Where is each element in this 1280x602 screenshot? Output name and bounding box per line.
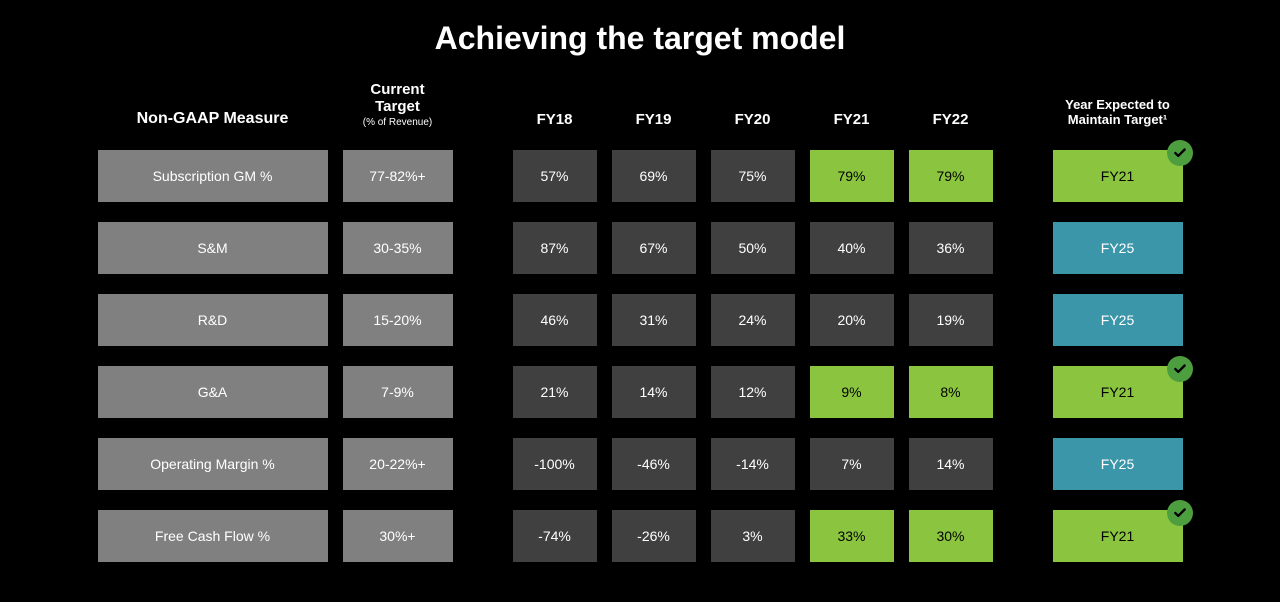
data-cell: 40% (810, 222, 894, 274)
slide-container: Achieving the target model Non-GAAP Meas… (0, 0, 1280, 572)
spacer (468, 82, 498, 130)
year-expected-cell: FY21 (1053, 366, 1183, 418)
data-cell: -26% (612, 510, 696, 562)
data-cell: 75% (711, 150, 795, 202)
data-cell: 20% (810, 294, 894, 346)
year-expected-cell: FY25 (1053, 222, 1183, 274)
data-cell: 8% (909, 366, 993, 418)
spacer (468, 366, 498, 418)
spacer (468, 438, 498, 490)
spacer (1008, 222, 1038, 274)
spacer (1008, 150, 1038, 202)
spacer (468, 150, 498, 202)
spacer (1008, 438, 1038, 490)
check-icon (1167, 140, 1193, 166)
header-fy21: FY21 (810, 82, 894, 130)
measure-cell: Free Cash Flow % (98, 510, 328, 562)
spacer (1008, 294, 1038, 346)
spacer (1008, 82, 1038, 130)
header-current-target: CurrentTarget(% of Revenue) (343, 82, 453, 130)
data-cell: 31% (612, 294, 696, 346)
data-cell: 9% (810, 366, 894, 418)
data-cell: 67% (612, 222, 696, 274)
year-expected-cell: FY21 (1053, 150, 1183, 202)
data-cell: 14% (612, 366, 696, 418)
spacer (468, 294, 498, 346)
header-fy20: FY20 (711, 82, 795, 130)
data-cell: 79% (909, 150, 993, 202)
target-cell: 15-20% (343, 294, 453, 346)
data-cell: 24% (711, 294, 795, 346)
year-expected-cell: FY25 (1053, 294, 1183, 346)
data-cell: 79% (810, 150, 894, 202)
check-icon (1167, 500, 1193, 526)
target-cell: 77-82%+ (343, 150, 453, 202)
data-cell: 57% (513, 150, 597, 202)
data-cell: -100% (513, 438, 597, 490)
target-model-table: Non-GAAP Measure CurrentTarget(% of Reven… (50, 82, 1230, 562)
slide-title: Achieving the target model (50, 20, 1230, 57)
data-cell: 33% (810, 510, 894, 562)
spacer (1008, 366, 1038, 418)
header-fy18: FY18 (513, 82, 597, 130)
header-fy22: FY22 (909, 82, 993, 130)
data-cell: 7% (810, 438, 894, 490)
header-measure: Non-GAAP Measure (98, 82, 328, 130)
data-cell: 21% (513, 366, 597, 418)
spacer (468, 222, 498, 274)
target-cell: 30-35% (343, 222, 453, 274)
data-cell: 30% (909, 510, 993, 562)
target-cell: 30%+ (343, 510, 453, 562)
data-cell: 50% (711, 222, 795, 274)
target-cell: 7-9% (343, 366, 453, 418)
target-cell: 20-22%+ (343, 438, 453, 490)
check-icon (1167, 356, 1193, 382)
data-cell: -46% (612, 438, 696, 490)
measure-cell: G&A (98, 366, 328, 418)
data-cell: 36% (909, 222, 993, 274)
spacer (1008, 510, 1038, 562)
data-cell: 46% (513, 294, 597, 346)
header-fy19: FY19 (612, 82, 696, 130)
data-cell: -14% (711, 438, 795, 490)
data-cell: 19% (909, 294, 993, 346)
data-cell: 87% (513, 222, 597, 274)
header-year-expected: Year Expected toMaintain Target¹ (1053, 82, 1183, 130)
year-expected-cell: FY25 (1053, 438, 1183, 490)
data-cell: -74% (513, 510, 597, 562)
spacer (468, 510, 498, 562)
measure-cell: Subscription GM % (98, 150, 328, 202)
data-cell: 3% (711, 510, 795, 562)
data-cell: 12% (711, 366, 795, 418)
data-cell: 14% (909, 438, 993, 490)
measure-cell: R&D (98, 294, 328, 346)
measure-cell: S&M (98, 222, 328, 274)
year-expected-cell: FY21 (1053, 510, 1183, 562)
measure-cell: Operating Margin % (98, 438, 328, 490)
data-cell: 69% (612, 150, 696, 202)
